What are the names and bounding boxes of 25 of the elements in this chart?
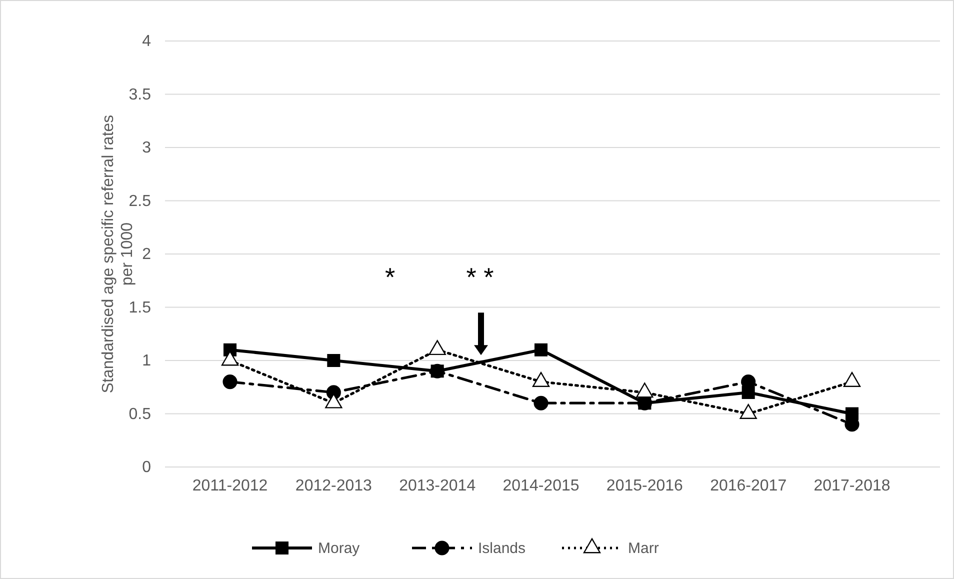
x-tick-label: 2014-2015	[502, 477, 580, 494]
x-tick-label: 2012-2013	[295, 477, 372, 494]
annotation: *	[384, 262, 396, 292]
x-tick-label: 2015-2016	[606, 477, 684, 494]
x-tick-label: 2013-2014	[399, 477, 476, 494]
point	[534, 396, 548, 410]
y-tick-label: 2.5	[128, 192, 152, 210]
legend-label: Marr	[628, 540, 659, 557]
annotation: * *	[466, 262, 494, 292]
x-tick-label: 2016-2017	[710, 477, 787, 494]
y-tick-label: 2	[142, 246, 152, 264]
y-tick-label: 0	[142, 459, 152, 476]
legend-label: Islands	[478, 540, 526, 557]
point	[534, 343, 548, 356]
point	[327, 354, 340, 368]
x-tick-label: 2011-2012	[192, 477, 268, 494]
y-tick-label: 3.5	[128, 86, 152, 104]
y-tick-label: 3	[142, 140, 152, 157]
point	[222, 374, 238, 390]
y-tick-label: 1.5	[128, 299, 152, 316]
x-tick-label: 2017-2018	[814, 477, 890, 494]
y-tick-label: 4	[142, 33, 152, 50]
legend-label: Moray	[318, 540, 360, 557]
y-tick-label: 1	[142, 352, 152, 370]
y-tick-label: 0.5	[128, 406, 152, 423]
